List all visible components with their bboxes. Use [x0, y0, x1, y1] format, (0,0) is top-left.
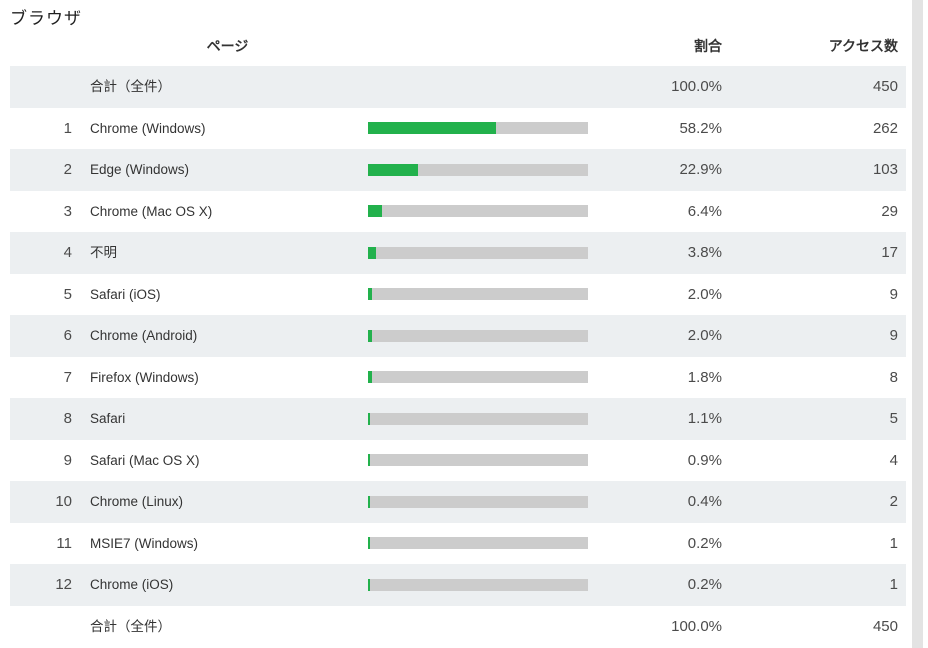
count-cell: 103 — [872, 161, 898, 178]
percent-bar — [368, 495, 588, 508]
table-row: 7 Firefox (Windows) 1.8% 8 — [10, 357, 906, 399]
table-row: 合計（全件） 100.0% 450 — [10, 606, 906, 648]
count-cell: 9 — [889, 285, 898, 303]
browser-label: Safari — [90, 411, 126, 426]
percent-cell: 58.2% — [679, 119, 722, 137]
percent-bar — [368, 163, 588, 176]
table-row: 8 Safari 1.1% 5 — [10, 398, 906, 440]
percent-bar-fill — [368, 288, 373, 301]
rank-cell: 12 — [55, 576, 72, 593]
table-row: 2 Edge (Windows) 22.9% 103 — [10, 149, 906, 191]
count-cell: 1 — [889, 534, 898, 552]
count-cell: 8 — [889, 368, 898, 386]
percent-cell: 2.0% — [687, 327, 722, 344]
count-cell: 5 — [889, 410, 898, 427]
percent-bar-fill — [368, 578, 370, 591]
rank-cell: 4 — [63, 244, 72, 261]
table-row: 11 MSIE7 (Windows) 0.2% 1 — [10, 523, 906, 565]
vertical-scrollbar[interactable] — [912, 0, 923, 648]
table-row: 10 Chrome (Linux) 0.4% 2 — [10, 481, 906, 523]
percent-bar — [368, 329, 588, 342]
column-header-count: アクセス数 — [828, 38, 898, 54]
rank-cell: 2 — [63, 161, 72, 178]
table-row: 1 Chrome (Windows) 58.2% 262 — [10, 108, 906, 150]
percent-cell: 0.4% — [687, 493, 722, 510]
percent-bar — [368, 454, 588, 467]
percent-cell: 1.8% — [687, 368, 722, 386]
count-cell: 29 — [881, 202, 898, 220]
percent-bar — [368, 246, 588, 259]
count-cell: 1 — [889, 576, 898, 593]
percent-bar — [368, 578, 588, 591]
percent-bar — [368, 371, 588, 384]
percent-bar-fill — [368, 163, 419, 176]
percent-cell: 2.0% — [687, 285, 722, 303]
browser-label: Safari (Mac OS X) — [90, 452, 200, 468]
browser-label: Chrome (Linux) — [90, 494, 184, 509]
browser-label: Chrome (Windows) — [90, 120, 206, 136]
percent-cell: 0.2% — [687, 576, 722, 593]
browser-label: Chrome (Android) — [90, 328, 198, 343]
table-body: 合計（全件） 100.0% 450 1 Chrome (Windows) 58.… — [10, 66, 906, 647]
percent-bar-fill — [368, 205, 383, 218]
percent-bar-fill — [368, 454, 370, 467]
percent-cell: 6.4% — [687, 202, 722, 220]
browser-label: 合計（全件） — [90, 79, 171, 94]
browser-label: Chrome (Mac OS X) — [90, 203, 213, 219]
percent-cell: 1.1% — [687, 410, 722, 427]
percent-bar-fill — [368, 495, 370, 508]
percent-cell: 0.2% — [687, 534, 722, 552]
table-row: 合計（全件） 100.0% 450 — [10, 66, 906, 108]
percent-bar-fill — [368, 371, 372, 384]
browser-label: 合計（全件） — [90, 618, 171, 634]
rank-cell: 3 — [63, 202, 72, 220]
count-cell: 17 — [881, 244, 898, 261]
percent-bar-fill — [368, 412, 371, 425]
count-cell: 4 — [889, 451, 898, 469]
browser-label: Safari (iOS) — [90, 286, 161, 302]
rank-cell: 11 — [56, 534, 72, 552]
percent-cell: 22.9% — [679, 161, 722, 178]
rank-cell: 7 — [63, 368, 72, 386]
rank-cell: 10 — [55, 493, 72, 510]
browser-label: MSIE7 (Windows) — [90, 535, 199, 551]
rank-cell: 5 — [63, 285, 72, 303]
percent-bar — [368, 412, 588, 425]
count-cell: 2 — [889, 493, 898, 510]
rank-cell: 1 — [63, 119, 72, 137]
browser-label: Firefox (Windows) — [90, 369, 199, 385]
browser-label: Chrome (iOS) — [90, 577, 174, 592]
count-cell: 262 — [872, 119, 898, 137]
percent-bar-fill — [368, 122, 497, 135]
column-header-ratio: 割合 — [694, 38, 722, 54]
table-row: 6 Chrome (Android) 2.0% 9 — [10, 315, 906, 357]
table-header-row: ページ 割合 アクセス数 — [10, 34, 906, 58]
percent-cell: 100.0% — [671, 78, 722, 95]
percent-bar — [368, 205, 588, 218]
percent-bar — [368, 122, 588, 135]
count-cell: 9 — [889, 327, 898, 344]
percent-bar-fill — [368, 537, 370, 550]
rank-cell: 9 — [63, 451, 72, 469]
table-row: 9 Safari (Mac OS X) 0.9% 4 — [10, 440, 906, 482]
browser-label: 不明 — [90, 245, 117, 260]
percent-bar-fill — [368, 246, 377, 259]
percent-bar — [368, 537, 588, 550]
percent-cell: 100.0% — [671, 617, 722, 635]
percent-cell: 3.8% — [687, 244, 722, 261]
percent-cell: 0.9% — [687, 451, 722, 469]
percent-bar — [368, 288, 588, 301]
page-title: ブラウザ — [10, 9, 82, 28]
table-row: 3 Chrome (Mac OS X) 6.4% 29 — [10, 191, 906, 233]
table-row: 4 不明 3.8% 17 — [10, 232, 906, 274]
rank-cell: 8 — [63, 410, 72, 427]
count-cell: 450 — [872, 78, 898, 95]
count-cell: 450 — [872, 617, 898, 635]
rank-cell: 6 — [63, 327, 72, 344]
column-header-page: ページ — [206, 38, 249, 54]
percent-bar-fill — [368, 329, 373, 342]
table-row: 12 Chrome (iOS) 0.2% 1 — [10, 564, 906, 606]
browser-label: Edge (Windows) — [90, 162, 190, 177]
table-row: 5 Safari (iOS) 2.0% 9 — [10, 274, 906, 316]
